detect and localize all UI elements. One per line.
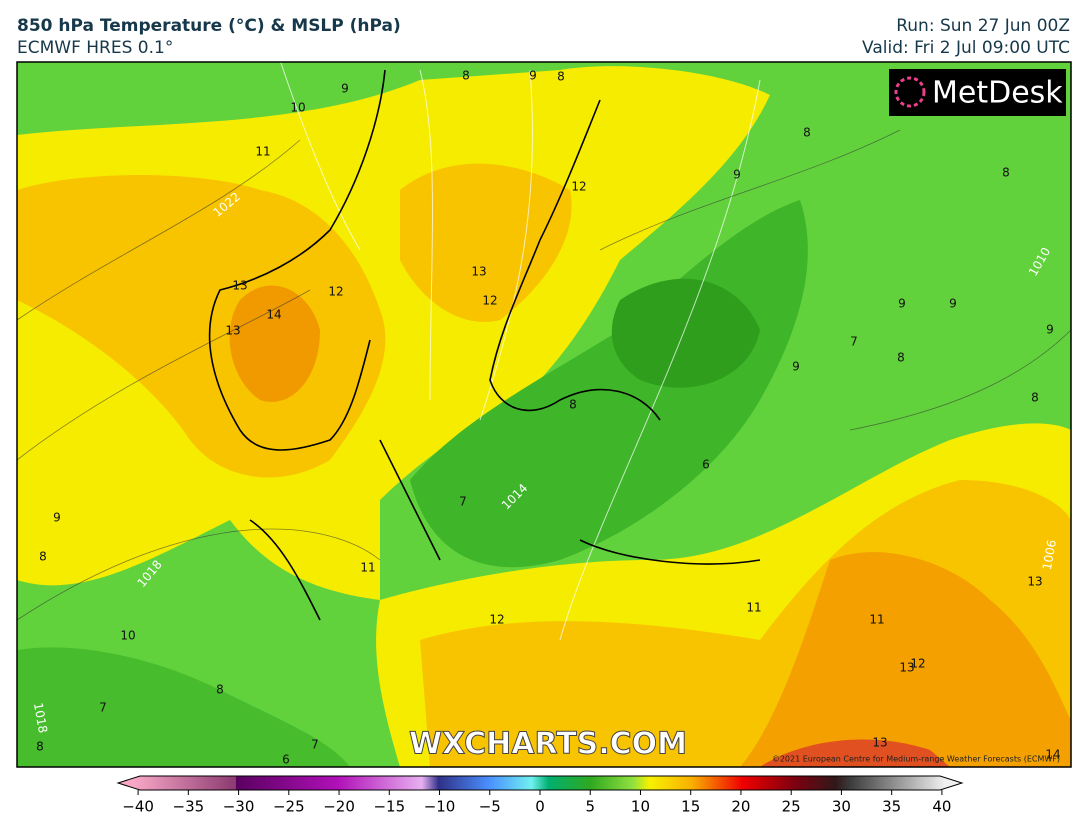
colorbar-tick-label: 35 [882, 798, 901, 816]
colorbar-tick-label: −25 [273, 798, 305, 816]
isotherm-label: 6 [282, 753, 290, 767]
isotherm-label: 9 [792, 360, 800, 374]
colorbar-tick-label: −20 [323, 798, 355, 816]
isotherm-label: 13 [225, 324, 240, 338]
isotherm-label: 12 [328, 285, 343, 299]
isotherm-label: 14 [266, 308, 281, 322]
colorbar-tick-label: 20 [731, 798, 750, 816]
isotherm-label: 6 [702, 458, 710, 472]
valid-time: Valid: Fri 2 Jul 09:00 UTC [862, 38, 1070, 58]
isotherm-label: 7 [459, 495, 467, 509]
isotherm-label: 7 [99, 701, 107, 715]
isobar-label: 1006 [1040, 539, 1059, 572]
isotherm-label: 9 [53, 511, 61, 525]
colorbar-tick-label: 5 [585, 798, 595, 816]
isotherm-label: 12 [482, 294, 497, 308]
colorbar-tick-label: −5 [479, 798, 501, 816]
isotherm-label: 13 [232, 279, 247, 293]
isotherm-label: 8 [557, 70, 565, 84]
isotherm-label: 12 [571, 180, 586, 194]
colorbar-tick-label: −15 [373, 798, 405, 816]
copyright: ©2021 European Centre for Medium-range W… [772, 755, 1060, 764]
colorbar: −40 −35 −30 −25 −20 −15 −10 −5 0 5 10 15 20 25 30 35 40 [116, 775, 964, 816]
isotherm-label: 10 [120, 629, 135, 643]
isotherm-label: 9 [898, 297, 906, 311]
isotherm-label: 13 [1027, 575, 1042, 589]
colorbar-tick-label: 15 [681, 798, 700, 816]
colorbar-tick-label: −40 [122, 798, 154, 816]
isotherm-label: 13 [872, 736, 887, 750]
isotherm-label: 11 [360, 561, 375, 575]
colorbar-tick-label: −10 [424, 798, 456, 816]
isotherm-label: 9 [949, 297, 957, 311]
isotherm-label: 11 [869, 613, 884, 627]
isotherm-label: 9 [733, 168, 741, 182]
isotherm-label: 11 [746, 601, 761, 615]
colorbar-tick-label: 0 [535, 798, 545, 816]
isotherm-label: 8 [1002, 166, 1010, 180]
isotherm-label: 9 [1046, 323, 1054, 337]
isotherm-label: 9 [529, 69, 537, 83]
subtitle: ECMWF HRES 0.1° [17, 38, 173, 58]
isotherm-label: 8 [569, 398, 577, 412]
isotherm-label: 8 [462, 69, 470, 83]
isotherm-label: 11 [255, 145, 270, 159]
isotherm-label: 7 [850, 335, 858, 349]
isotherm-label: 9 [341, 82, 349, 96]
logo: MetDesk [932, 76, 1063, 111]
title: 850 hPa Temperature (°C) & MSLP (hPa) [17, 16, 401, 36]
isotherm-label: 13 [899, 661, 914, 675]
isotherm-label: 14 [1045, 748, 1060, 762]
isotherm-label: 13 [471, 265, 486, 279]
isotherm-label: 8 [36, 740, 44, 754]
colorbar-tick-label: 30 [832, 798, 851, 816]
run-time: Run: Sun 27 Jun 00Z [896, 16, 1070, 36]
isotherm-label: 10 [290, 101, 305, 115]
isotherm-label: 7 [311, 738, 319, 752]
colorbar-tick-label: −30 [223, 798, 255, 816]
colorbar-tick-label: 40 [932, 798, 951, 816]
isotherm-label: 8 [1031, 391, 1039, 405]
isotherm-label: 8 [803, 126, 811, 140]
isobar-label: 1018 [31, 702, 50, 735]
colorbar-tick-label: 25 [782, 798, 801, 816]
isotherm-label: 12 [489, 613, 504, 627]
isotherm-label: 8 [897, 351, 905, 365]
isotherm-label: 8 [216, 683, 224, 697]
isotherm-label: 8 [39, 550, 47, 564]
colorbar-tick-label: 10 [631, 798, 650, 816]
isotherm-label: 12 [910, 657, 925, 671]
colorbar-tick-label: −35 [173, 798, 205, 816]
watermark: WXCHARTS.COM [409, 727, 687, 762]
